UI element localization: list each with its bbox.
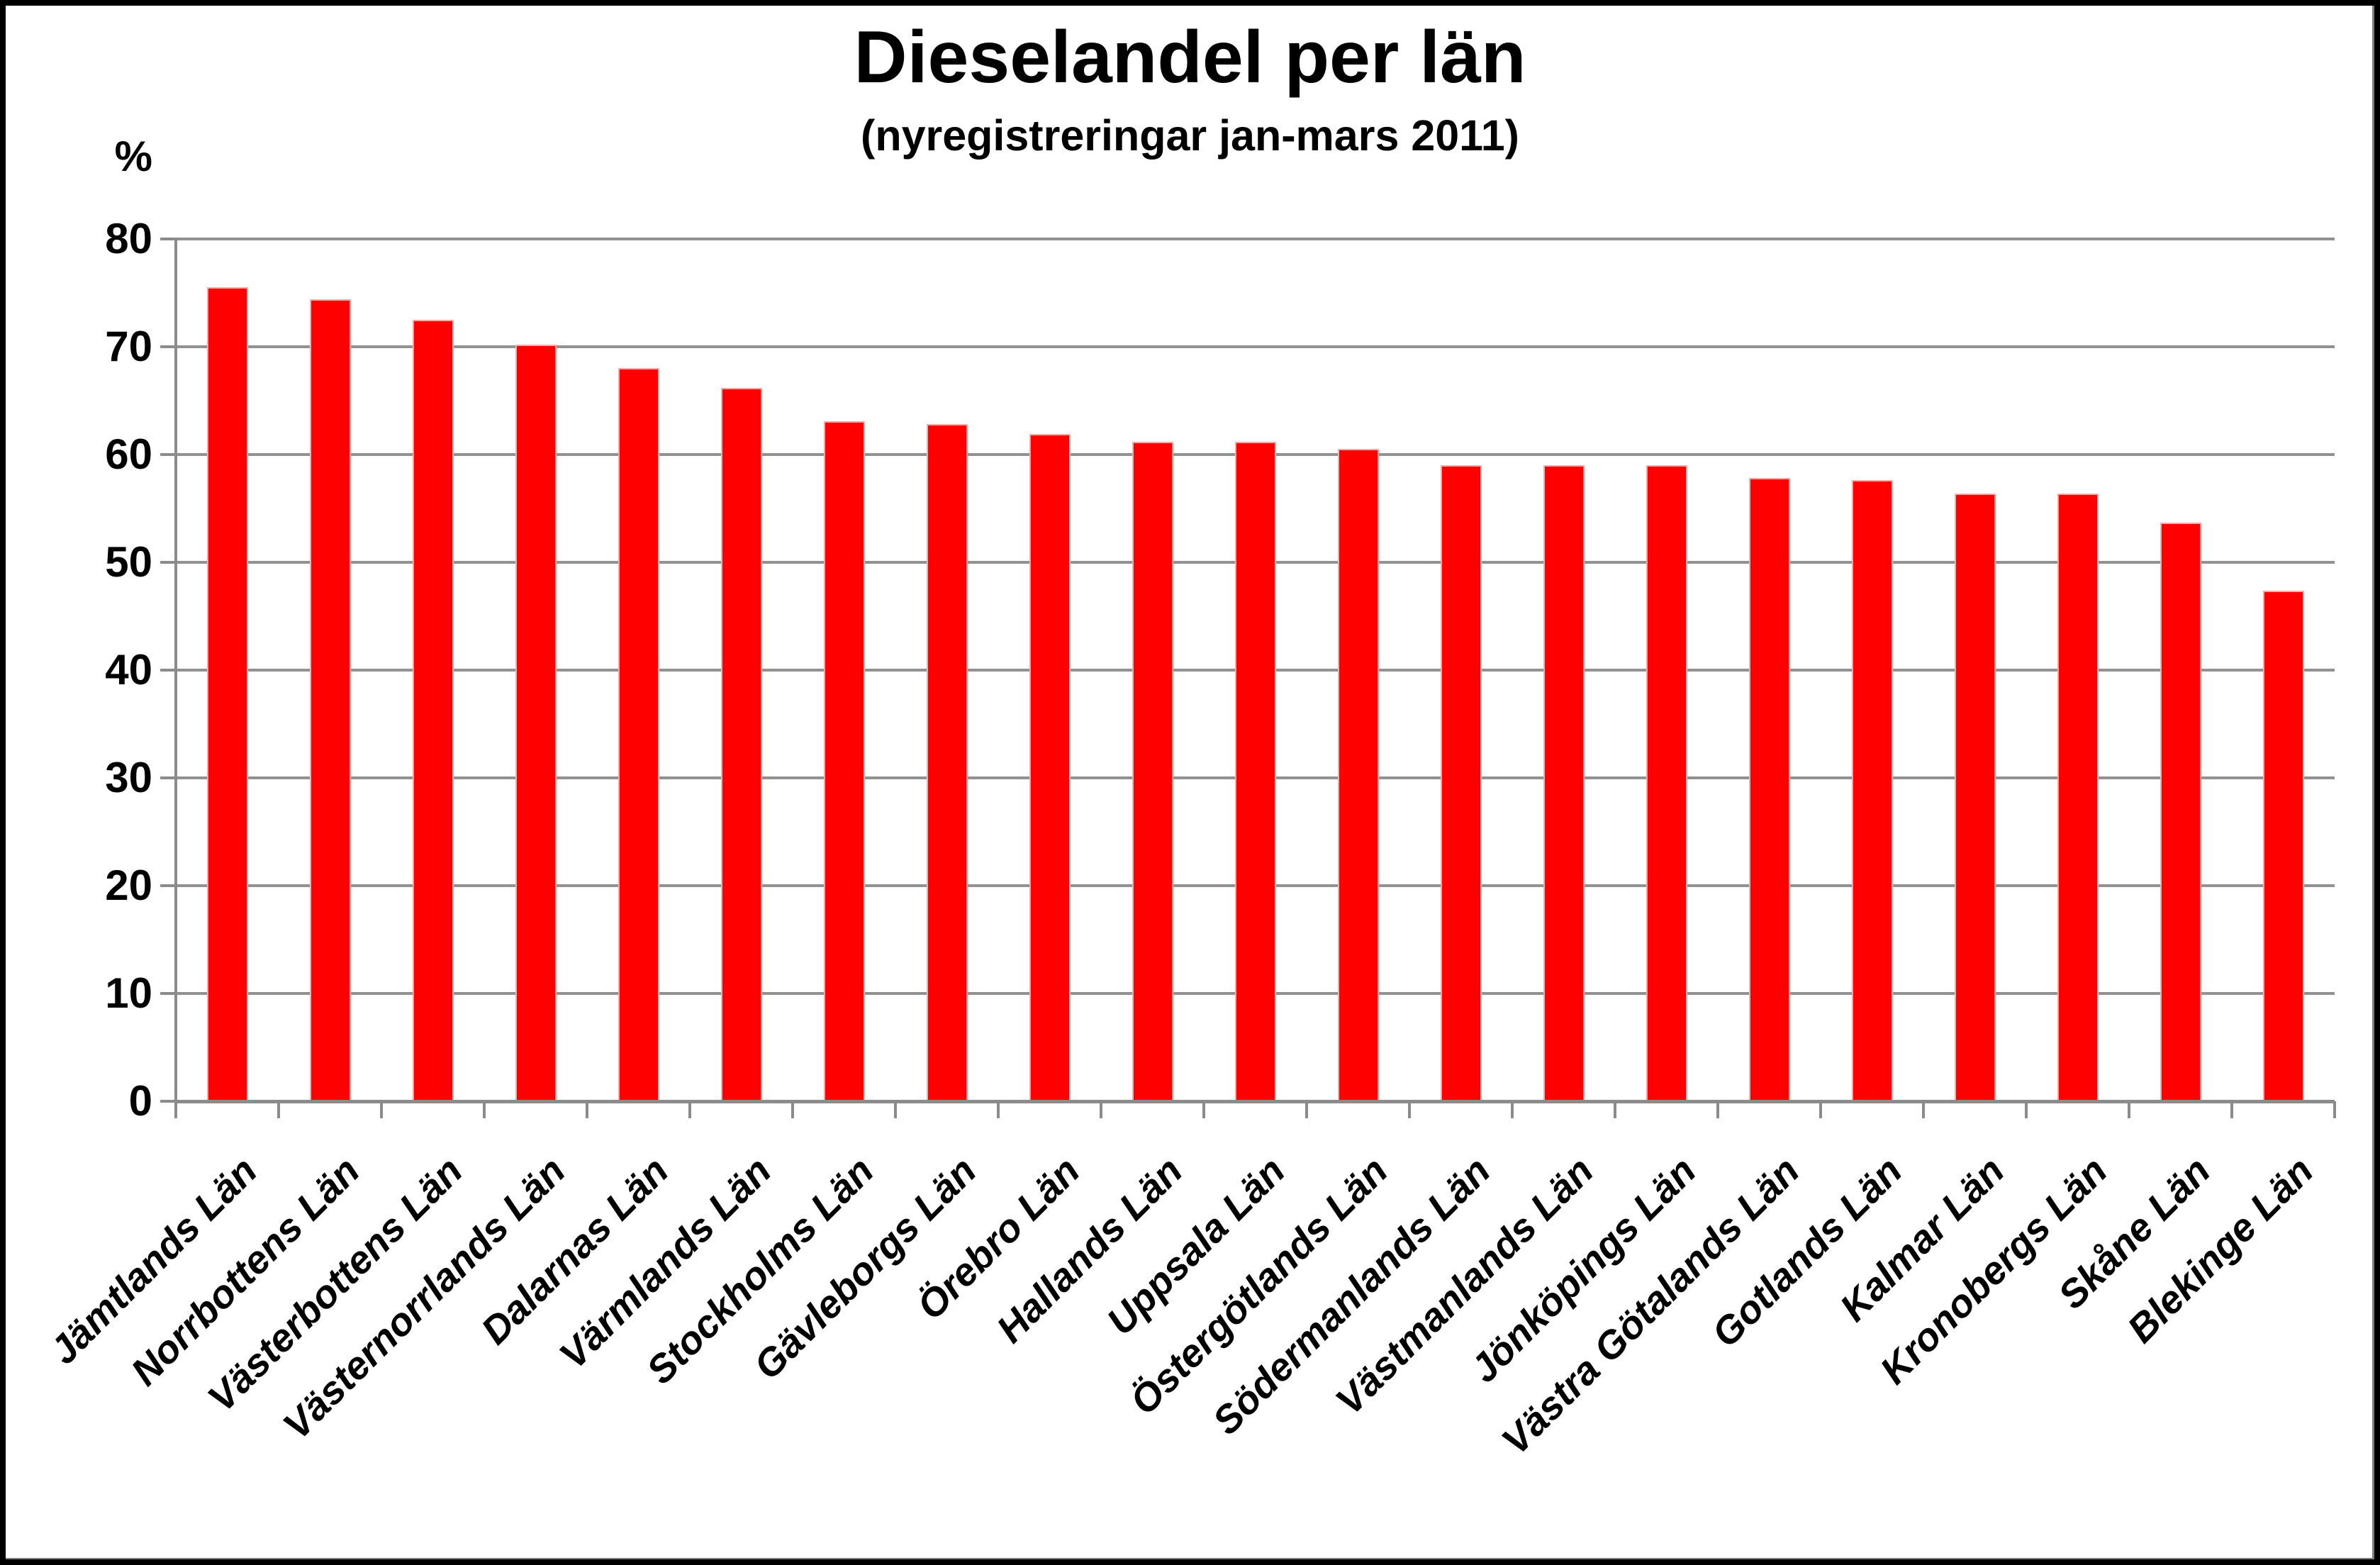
y-tick-label: 30 [105,754,152,801]
x-tick [380,1101,383,1118]
y-tick [160,669,176,672]
bar [1441,465,1482,1101]
y-axis-unit-label: % [114,133,152,180]
x-tick [483,1101,486,1118]
bar [207,287,248,1101]
gridline [176,238,2335,240]
bar [1132,442,1173,1101]
x-tick [1614,1101,1616,1118]
gridline [176,345,2335,348]
bar [2160,523,2201,1101]
y-tick-label: 0 [128,1077,152,1125]
x-tick [688,1101,691,1118]
x-tick [2025,1101,2028,1118]
y-tick [160,992,176,995]
bar [1338,449,1379,1101]
x-axis-line [174,1100,2335,1103]
x-tick [1305,1101,1308,1118]
y-tick [160,345,176,348]
y-tick-label: 80 [105,215,152,262]
y-tick-label: 20 [105,862,152,909]
x-tick [1716,1101,1719,1118]
y-tick-label: 10 [105,969,152,1017]
chart-subtitle: (nyregistreringar jan-mars 2011) [861,111,1519,160]
y-tick [160,238,176,240]
x-tick [1819,1101,1822,1118]
chart-title: Dieselandel per län [854,16,1526,99]
x-tick [1100,1101,1102,1118]
x-tick [1922,1101,1925,1118]
y-tick-label: 60 [105,430,152,478]
bar [310,299,351,1101]
y-tick [160,561,176,564]
x-axis-label: Blekinge Län [2118,1148,2322,1352]
bar [413,320,454,1101]
x-tick [1511,1101,1514,1118]
y-tick [160,453,176,456]
bar [824,421,865,1101]
x-tick [997,1101,1000,1118]
y-tick-label: 70 [105,323,152,370]
y-axis-line [174,238,177,1118]
y-tick-label: 50 [105,538,152,586]
y-tick [160,776,176,779]
bar [927,424,968,1101]
x-tick [2333,1101,2336,1118]
x-axis-label: Uppsala Län [1098,1148,1294,1344]
y-tick [160,884,176,887]
bar [1749,478,1790,1101]
x-tick [1202,1101,1205,1118]
bar [1029,434,1071,1101]
bar [2057,494,2099,1101]
bar [618,368,659,1101]
x-tick [791,1101,794,1118]
x-tick [174,1101,177,1118]
x-tick [1408,1101,1411,1118]
x-tick [2230,1101,2233,1118]
bar [1543,465,1585,1101]
bar [1646,465,1687,1101]
x-tick [277,1101,280,1118]
x-tick [2128,1101,2130,1118]
bar [2263,591,2304,1101]
bar [515,345,557,1101]
bar [1235,442,1276,1101]
bar [1955,494,1996,1101]
y-tick [160,1100,176,1103]
x-tick [586,1101,588,1118]
bar [1852,480,1893,1101]
x-tick [894,1101,897,1118]
y-tick-label: 40 [105,646,152,694]
bar [721,388,762,1101]
